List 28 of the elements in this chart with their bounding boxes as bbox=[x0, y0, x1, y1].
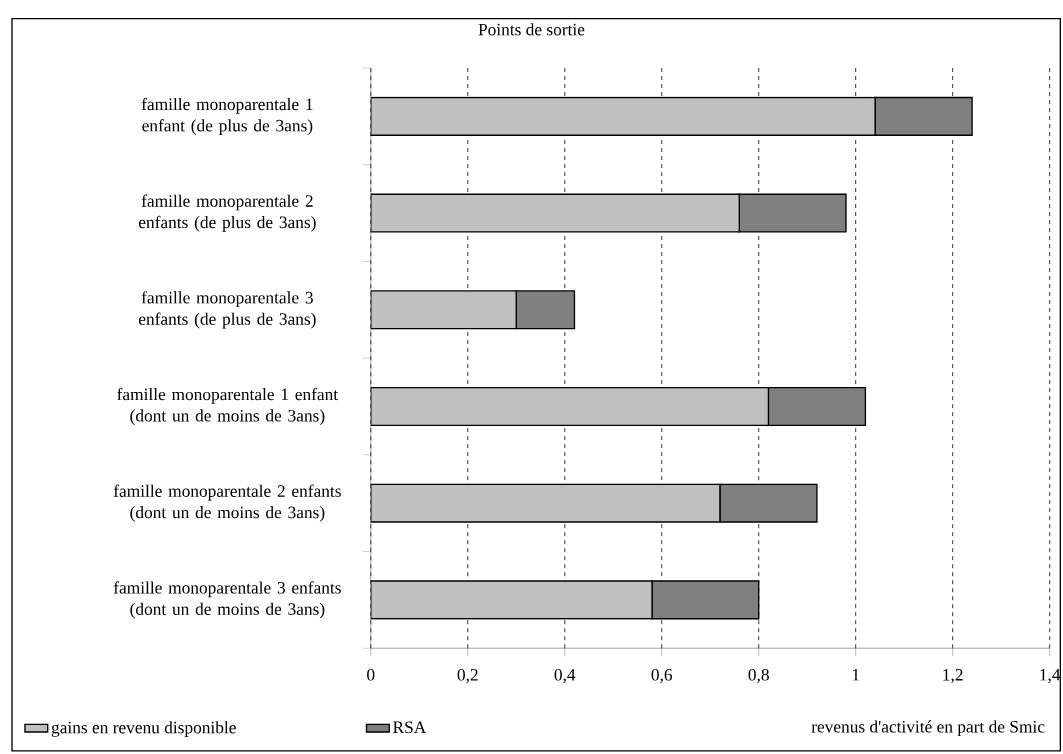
legend-label: gains en revenu disponible bbox=[51, 721, 236, 738]
x-tick-label: 0 bbox=[367, 669, 375, 681]
x-axis-title: revenus d'activité en part de Smic bbox=[811, 720, 1045, 737]
x-tick-label: 1,2 bbox=[943, 669, 963, 684]
y-tick-label: famille monoparentale 3 enfants (dont un de moins de 3ans) bbox=[113, 581, 341, 619]
y-tick-label: famille monoparentale 3 enfants (de plus de 3ans) bbox=[138, 291, 316, 329]
x-tick-label: 0,6 bbox=[651, 669, 673, 684]
x-tick-label: 1 bbox=[852, 669, 859, 681]
legend-label: RSA bbox=[393, 721, 427, 734]
bar bbox=[370, 483, 721, 523]
bar bbox=[767, 387, 867, 427]
x-tick-label: 0,2 bbox=[457, 669, 478, 684]
x-tick-label: 0,8 bbox=[748, 669, 769, 684]
bar bbox=[370, 193, 740, 233]
y-tick-label: famille monoparentale 2 enfants (de plus de 3ans) bbox=[138, 194, 316, 232]
chart-title: Points de sortie bbox=[478, 23, 585, 36]
bar bbox=[370, 290, 517, 330]
y-tick-label: famille monoparentale 2 enfants (dont un de moins de 3ans) bbox=[113, 484, 341, 522]
y-tick-label: famille monoparentale 1 enfant (de plus de 3ans) bbox=[141, 97, 313, 136]
bar bbox=[738, 193, 847, 233]
y-tick-label: famille monoparentale 1 enfant (dont un de moins de 3ans) bbox=[117, 388, 338, 426]
x-tick-label: 0,4 bbox=[554, 669, 576, 684]
bar bbox=[370, 387, 770, 427]
bar bbox=[719, 483, 818, 523]
bar bbox=[515, 290, 576, 330]
bar bbox=[370, 97, 876, 137]
x-tick-label: 1,4 bbox=[1040, 669, 1061, 684]
bar bbox=[370, 580, 653, 620]
